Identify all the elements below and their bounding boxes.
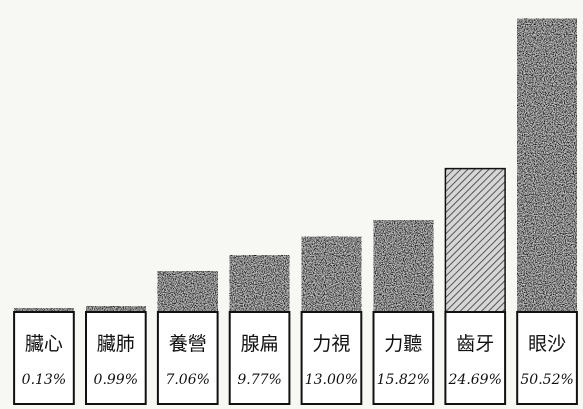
value-label-2: 0.99% bbox=[94, 372, 138, 388]
label-box-4 bbox=[228, 311, 291, 405]
category-label-2: 臟肺 bbox=[97, 333, 135, 355]
category-label-5: 力視 bbox=[312, 333, 350, 355]
category-label-4: 腺扁 bbox=[241, 333, 279, 355]
label-box-2 bbox=[85, 311, 147, 405]
label-boxes-group: 臟心 0.13% 臟肺 0.99% 養營 7.06% 腺扁 9.77% 力視 13.00% 力聽 15… bbox=[13, 311, 578, 405]
value-label-7: 24.69% bbox=[448, 372, 502, 388]
bar-3 bbox=[157, 270, 219, 313]
bar-7 bbox=[444, 167, 506, 313]
label-box-1 bbox=[13, 311, 75, 405]
bar-8 bbox=[516, 17, 578, 313]
value-label-4: 9.77% bbox=[237, 372, 281, 388]
category-label-6: 力聽 bbox=[384, 333, 422, 355]
label-box-7 bbox=[444, 311, 507, 405]
bar-4 bbox=[228, 254, 291, 313]
label-box-5 bbox=[300, 311, 363, 405]
label-box-6 bbox=[372, 311, 435, 405]
bar-5 bbox=[300, 235, 363, 313]
category-label-7: 齒牙 bbox=[456, 333, 494, 355]
value-label-6: 15.82% bbox=[377, 372, 430, 388]
value-label-8: 50.52% bbox=[520, 372, 573, 388]
value-label-1: 0.13% bbox=[22, 372, 66, 388]
category-label-8: 眼沙 bbox=[528, 333, 566, 355]
category-label-3: 養營 bbox=[169, 333, 207, 355]
value-label-3: 7.06% bbox=[165, 372, 209, 388]
bars-group bbox=[13, 17, 578, 313]
category-label-1: 臟心 bbox=[25, 333, 63, 355]
bar-6 bbox=[372, 219, 434, 313]
label-box-8 bbox=[516, 311, 578, 405]
label-box-3 bbox=[156, 311, 219, 405]
value-label-5: 13.00% bbox=[305, 372, 358, 388]
